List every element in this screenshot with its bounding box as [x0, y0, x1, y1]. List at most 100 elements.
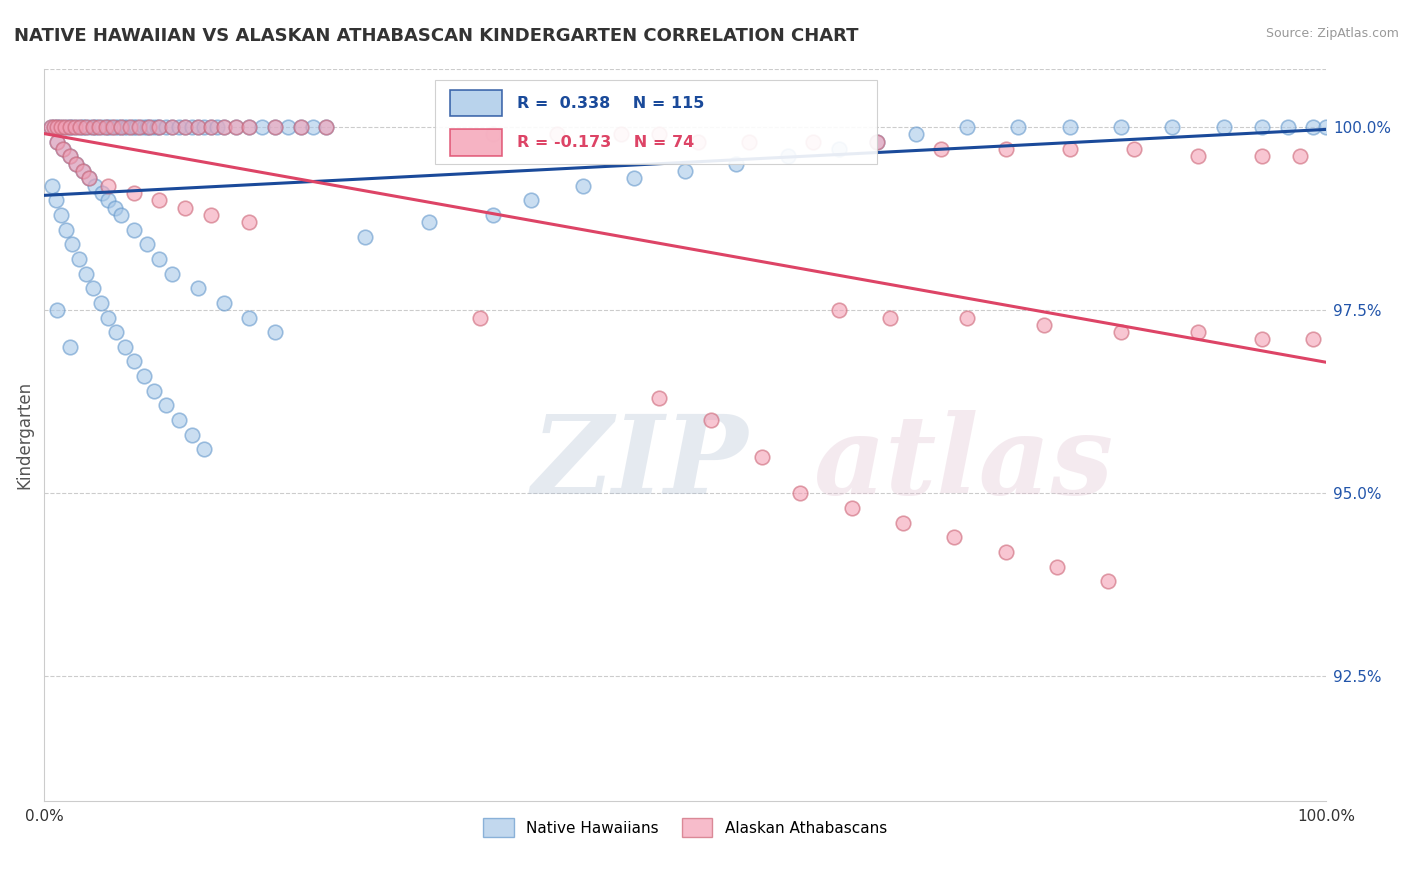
Point [59, 120, 82, 134]
Point [97, 178, 120, 193]
Point [956, 310, 979, 325]
Point [263, 120, 285, 134]
Point [686, 135, 709, 149]
Point [53, 120, 76, 134]
Point [94, 120, 117, 134]
Point [63, 120, 86, 134]
Point [193, 120, 215, 134]
Point [238, 120, 260, 134]
Point [148, 120, 170, 134]
Point [87, 120, 110, 134]
Point [104, 120, 127, 134]
Text: R = -0.173    N = 74: R = -0.173 N = 74 [517, 136, 695, 150]
Point [1122, 142, 1144, 156]
Point [118, 120, 141, 134]
Text: R =  0.338    N = 115: R = 0.338 N = 115 [517, 95, 704, 111]
Point [943, 530, 966, 544]
Point [122, 120, 145, 134]
Point [1046, 559, 1069, 574]
Point [104, 325, 127, 339]
Point [738, 135, 761, 149]
Point [238, 310, 260, 325]
Point [60, 237, 83, 252]
Point [77, 171, 100, 186]
Point [39, 120, 62, 134]
Point [48, 120, 70, 134]
Point [879, 310, 901, 325]
Point [122, 354, 145, 368]
Point [162, 120, 184, 134]
Point [65, 120, 87, 134]
Point [162, 267, 184, 281]
Point [1251, 149, 1274, 163]
Point [174, 120, 197, 134]
Point [751, 450, 773, 464]
Point [52, 142, 75, 156]
Point [65, 157, 87, 171]
Point [956, 120, 979, 134]
Point [103, 120, 125, 134]
Point [125, 120, 148, 134]
Point [699, 413, 721, 427]
Point [59, 149, 82, 163]
Point [49, 120, 72, 134]
Point [277, 120, 299, 134]
Point [132, 369, 155, 384]
Point [77, 171, 100, 186]
Point [162, 120, 184, 134]
Point [129, 120, 152, 134]
Point [866, 135, 889, 149]
Point [65, 157, 87, 171]
Point [212, 120, 235, 134]
Point [187, 120, 209, 134]
Point [212, 120, 235, 134]
Point [1289, 149, 1312, 163]
Point [138, 120, 160, 134]
Point [39, 120, 62, 134]
Point [1277, 120, 1299, 134]
FancyBboxPatch shape [434, 79, 877, 164]
Point [238, 120, 260, 134]
Point [205, 120, 228, 134]
Point [97, 194, 120, 208]
Point [77, 120, 100, 134]
Point [72, 120, 94, 134]
Point [1097, 574, 1119, 589]
Point [45, 135, 67, 149]
Point [610, 128, 633, 142]
Point [180, 120, 202, 134]
Point [59, 149, 82, 163]
Point [200, 120, 222, 134]
Point [52, 142, 75, 156]
Point [45, 120, 67, 134]
Point [142, 120, 165, 134]
Point [94, 120, 117, 134]
Point [84, 178, 107, 193]
Point [648, 391, 671, 405]
Point [302, 120, 325, 134]
Point [1251, 333, 1274, 347]
Point [481, 208, 503, 222]
Point [59, 120, 82, 134]
Point [1161, 120, 1184, 134]
Point [75, 120, 97, 134]
Point [212, 296, 235, 310]
Point [90, 120, 112, 134]
Point [250, 120, 273, 134]
Point [1187, 149, 1209, 163]
Point [1251, 120, 1274, 134]
Point [174, 201, 197, 215]
Point [167, 120, 190, 134]
Point [155, 120, 177, 134]
Point [1315, 120, 1337, 134]
Point [828, 142, 851, 156]
Point [107, 120, 129, 134]
Text: atlas: atlas [813, 410, 1114, 517]
Point [45, 194, 67, 208]
Point [725, 157, 748, 171]
Point [59, 340, 82, 354]
Point [120, 120, 142, 134]
Point [187, 281, 209, 295]
Point [146, 120, 169, 134]
Point [135, 237, 157, 252]
